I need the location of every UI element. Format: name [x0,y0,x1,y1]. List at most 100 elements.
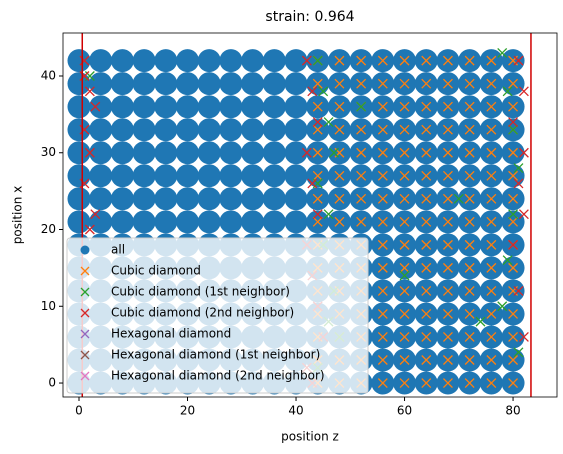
point [154,141,178,165]
point [399,78,410,89]
point [312,147,323,158]
point [486,124,497,135]
point [67,72,91,96]
y-axis-label: position x [11,186,25,244]
point [464,101,475,112]
point [486,101,497,112]
point [421,170,432,181]
point [508,308,519,319]
point [176,49,200,73]
legend-marker [80,287,90,297]
point [241,49,265,73]
point [90,101,101,112]
point [110,95,134,119]
point [334,193,345,204]
point [329,147,339,158]
point [219,164,243,188]
point [312,209,323,220]
point [508,378,519,388]
point [312,78,323,89]
point [262,95,286,119]
point [67,187,91,211]
point [132,118,156,142]
point [219,118,243,142]
legend-marker [80,329,90,339]
point [453,193,464,204]
point [421,285,432,296]
plot-frame [62,32,558,398]
point [508,101,519,112]
point [442,55,453,66]
point [262,164,286,188]
point [219,49,243,73]
point [377,78,388,89]
point [442,285,453,296]
point [79,71,90,81]
point [84,86,95,97]
point [356,124,367,135]
point [421,355,432,365]
legend-marker [80,371,90,381]
point [464,124,475,135]
point [307,86,318,97]
point [377,101,388,112]
point [464,378,475,388]
point [513,285,524,296]
point [464,262,475,273]
point [518,332,529,342]
y-tick-label: 0 [48,376,56,390]
point [497,47,508,58]
point [377,285,388,296]
y-tick-label: 40 [41,68,56,82]
point [464,147,475,158]
point [132,187,156,211]
point [442,239,453,250]
point [399,170,410,181]
point [442,193,453,204]
point [464,55,475,66]
legend-marker [80,266,90,276]
point [486,239,497,250]
point [312,117,323,128]
point [464,285,475,296]
point [67,118,91,142]
point [486,308,497,319]
point [399,308,410,319]
point [442,78,453,89]
point [421,332,432,342]
legend: all Cubic diamond Cubic diamond (1st neigh… [66,237,369,394]
legend-marker [80,308,90,318]
point [176,210,200,234]
point [67,49,91,73]
point [377,216,388,227]
point [486,78,497,89]
point [89,95,113,119]
point [154,118,178,142]
point [356,216,367,227]
x-tick-label: 20 [180,404,195,418]
legend-label: all [111,243,125,257]
point [176,118,200,142]
point [377,193,388,204]
point [262,141,286,165]
point [356,147,367,158]
point [464,193,475,204]
point [89,210,113,234]
point [508,117,519,128]
point [154,187,178,211]
point [399,55,410,66]
point [399,332,410,342]
point [67,95,91,119]
point [356,55,367,66]
point [486,216,497,227]
point [197,118,221,142]
point [508,209,519,220]
point [197,141,221,165]
point [176,141,200,165]
point [377,170,388,181]
point [442,332,453,342]
point [421,378,432,388]
point [323,117,334,128]
point [176,95,200,119]
point [486,378,497,388]
